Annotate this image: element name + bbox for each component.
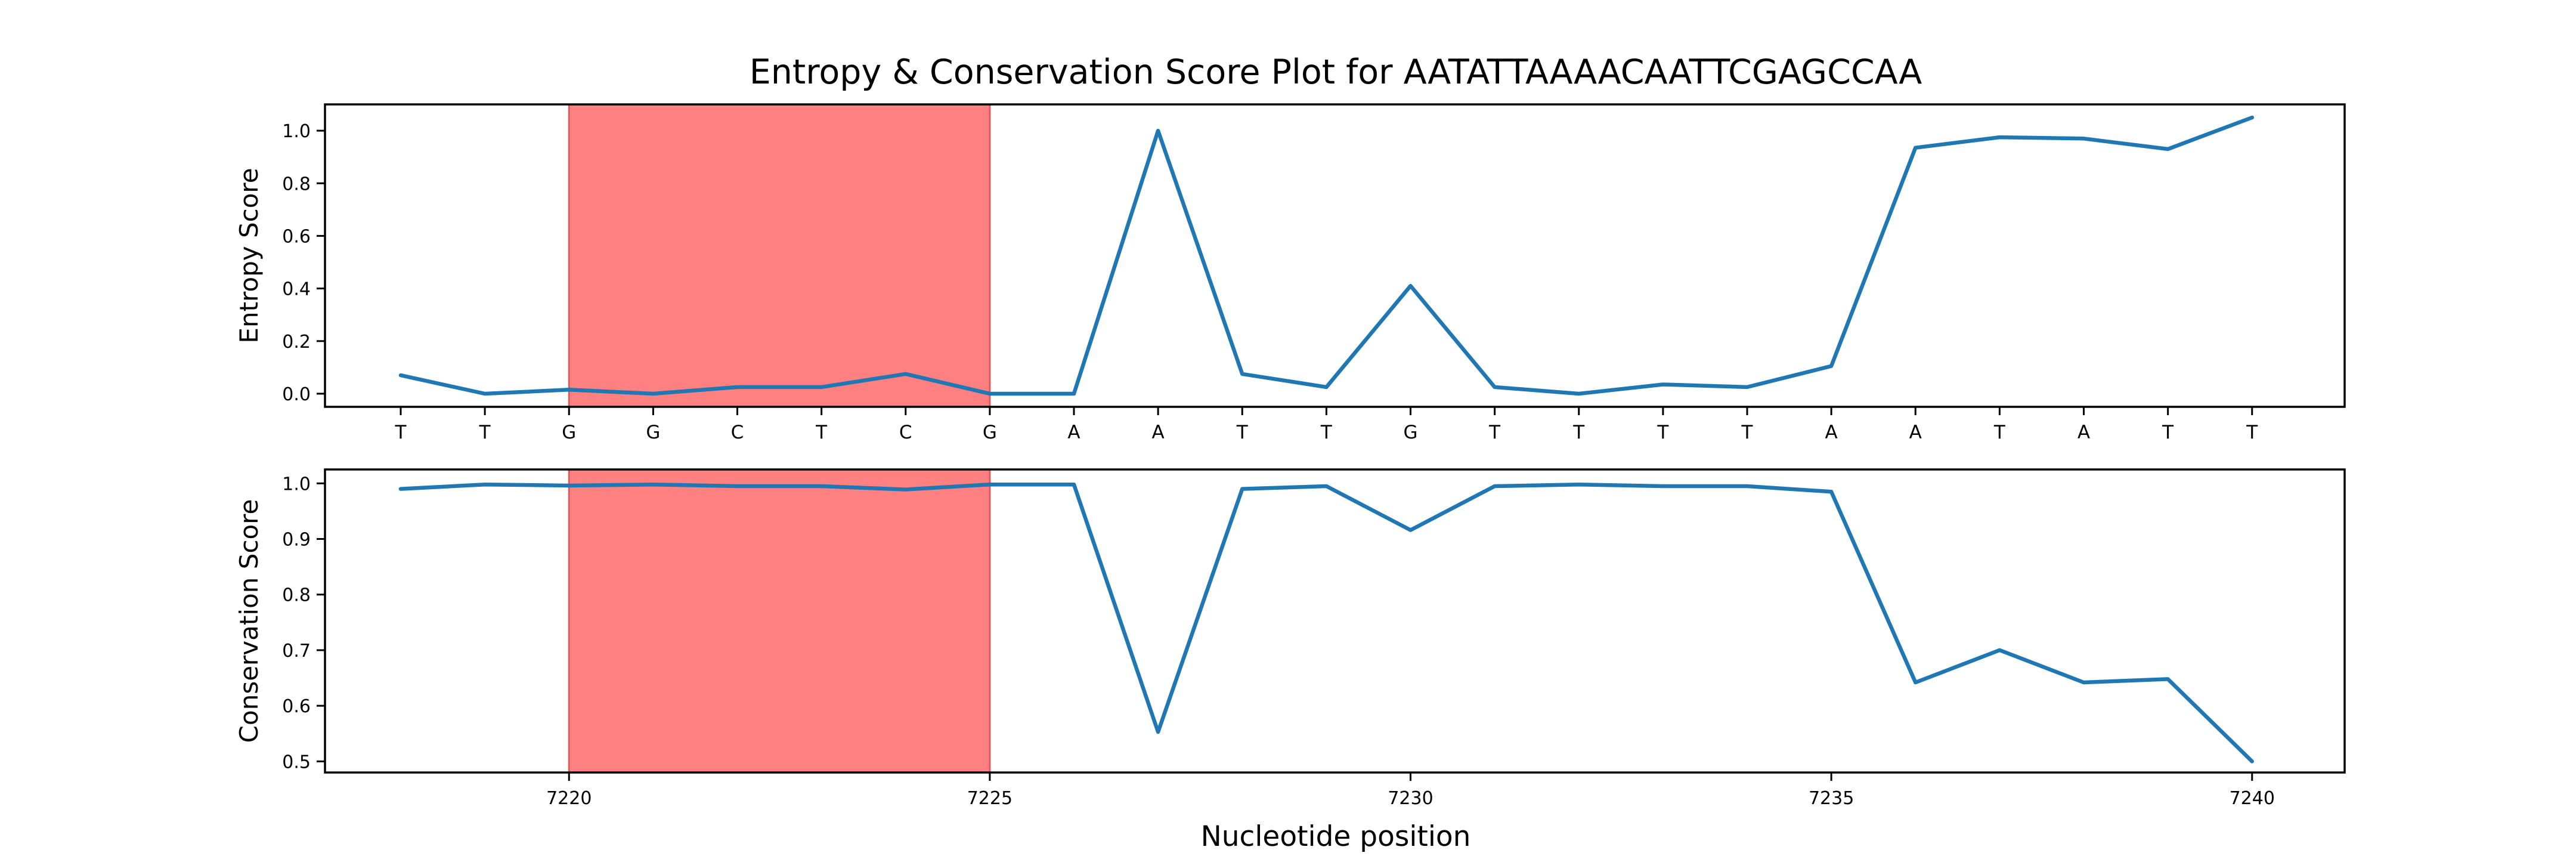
nucleotide-label: T (1657, 422, 1669, 443)
y-tick-label: 0.5 (282, 752, 311, 773)
x-tick-label: 7230 (1388, 788, 1433, 809)
y-tick-label: 0.8 (282, 174, 311, 194)
y-tick-label: 1.0 (282, 474, 311, 495)
chart-title: Entropy & Conservation Score Plot for AA… (750, 52, 1922, 92)
nucleotide-label: T (815, 422, 828, 443)
x-tick-label: 7235 (1809, 788, 1854, 809)
nucleotide-label: G (562, 422, 576, 443)
y-tick-label: 1.0 (282, 121, 311, 142)
conservation-panel: 0.5 0.6 0.7 0.8 0.9 1.0 Conservation Score 7220… (234, 468, 2346, 809)
nucleotide-label: T (1572, 422, 1585, 443)
nucleotide-label: C (731, 422, 744, 443)
nucleotide-label: C (899, 422, 912, 443)
entropy-line (398, 115, 2255, 396)
y-tick-label: 0.9 (282, 530, 311, 551)
x-tick-label: 7240 (2230, 788, 2275, 809)
nucleotide-label: T (1993, 422, 2006, 443)
nucleotide-label: A (1067, 422, 1080, 443)
entropy-panel: 0.0 0.2 0.4 0.6 0.8 1.0 Entropy Score T T G G C T C G A… (234, 103, 2346, 443)
y-tick-label: 0.7 (282, 641, 311, 662)
conservation-plot-frame (324, 468, 2346, 774)
nucleotide-label: T (1320, 422, 1333, 443)
chart-panels: 0.0 0.2 0.4 0.6 0.8 1.0 Entropy Score T T G G C T C G A… (234, 103, 2346, 809)
nucleotide-label: A (1152, 422, 1165, 443)
y-tick-label: 0.6 (282, 696, 311, 717)
y-tick-label: 0.8 (282, 585, 311, 606)
conservation-y-axis-label: Conservation Score (234, 499, 264, 743)
nucleotide-label: T (479, 422, 491, 443)
conservation-line (398, 482, 2255, 764)
nucleotide-label: G (983, 422, 997, 443)
highlight-region (568, 103, 991, 408)
x-tick-label: 7225 (967, 788, 1013, 809)
nucleotide-label: G (1403, 422, 1417, 443)
entropy-y-axis-label: Entropy Score (234, 168, 264, 343)
nucleotide-label: T (1488, 422, 1501, 443)
nucleotide-label: A (1825, 422, 1838, 443)
y-tick-label: 0.0 (282, 384, 311, 405)
nucleotide-label: A (1909, 422, 1922, 443)
entropy-plot-frame (324, 103, 2346, 408)
y-tick-label: 0.4 (282, 279, 311, 300)
highlight-region (568, 468, 991, 774)
nucleotide-label: T (395, 422, 407, 443)
x-tick-label: 7220 (546, 788, 592, 809)
nucleotide-label: T (2246, 422, 2258, 443)
nucleotide-label: A (2077, 422, 2090, 443)
nucleotide-label: G (646, 422, 660, 443)
y-tick-label: 0.6 (282, 226, 311, 247)
nucleotide-label: T (1741, 422, 1754, 443)
nucleotide-label: T (1236, 422, 1249, 443)
y-tick-label: 0.2 (282, 332, 311, 353)
nucleotide-label: T (2162, 422, 2174, 443)
x-axis-label: Nucleotide position (1201, 820, 1471, 853)
